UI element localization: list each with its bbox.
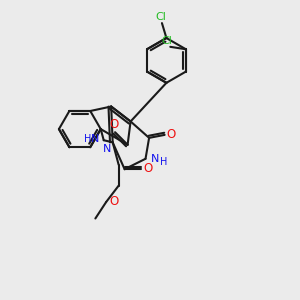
Text: O: O bbox=[143, 162, 152, 175]
Text: H: H bbox=[84, 134, 91, 144]
Text: O: O bbox=[109, 195, 118, 208]
Text: Cl: Cl bbox=[155, 11, 166, 22]
Text: N: N bbox=[151, 154, 159, 164]
Text: N: N bbox=[91, 134, 100, 144]
Text: O: O bbox=[109, 118, 118, 131]
Text: H: H bbox=[160, 157, 167, 167]
Text: Cl: Cl bbox=[161, 36, 172, 46]
Text: O: O bbox=[167, 128, 176, 141]
Text: N: N bbox=[103, 144, 112, 154]
